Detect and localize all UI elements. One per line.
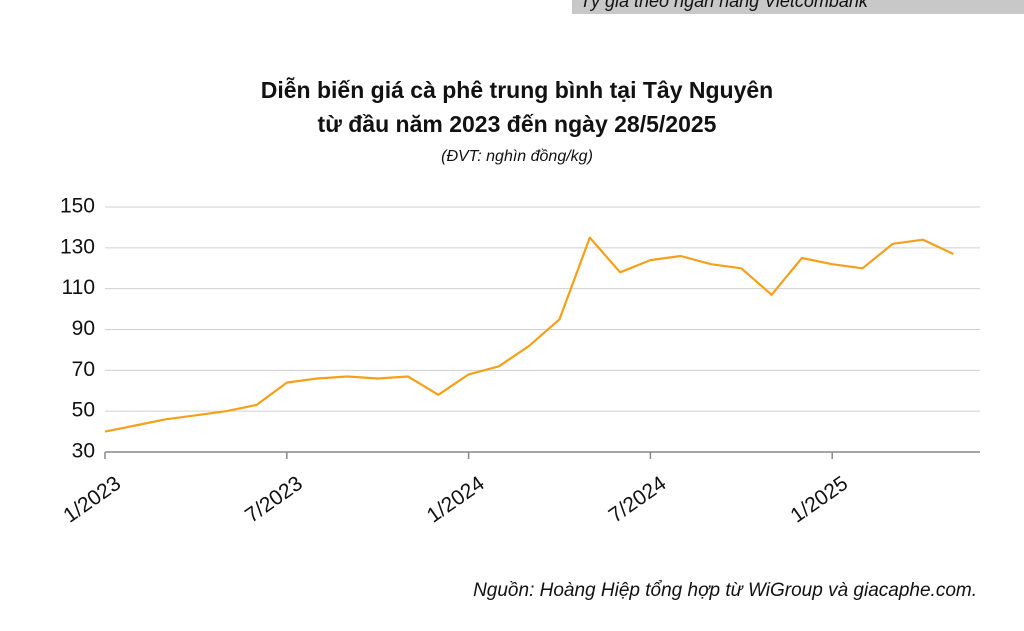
y-tick-label: 30 — [72, 440, 95, 463]
source: Nguồn: Hoàng Hiệp tổng hợp từ WiGroup và… — [473, 580, 977, 601]
chart-title: Diễn biến giá cà phê trung bình tại Tây … — [261, 76, 773, 103]
y-tick-label: 130 — [60, 235, 95, 258]
y-tick-label: 110 — [62, 276, 95, 299]
chart-subtitle: từ đầu năm 2023 đến ngày 28/5/2025 — [318, 111, 717, 137]
price-line — [104, 236, 954, 433]
x-tick-label: 1/2023 — [59, 472, 125, 528]
note-box — [572, 0, 1024, 14]
unit-note: (ĐVT: nghìn đồng/kg) — [441, 148, 593, 165]
y-tick-label: 150 — [60, 195, 95, 218]
y-tick-label: 50 — [72, 399, 95, 422]
x-tick-label: 1/2025 — [786, 472, 852, 528]
top-note: Tỷ giá theo ngân hàng Vietcombank — [580, 0, 869, 11]
x-tick-label: 1/2024 — [423, 472, 489, 528]
y-tick-label: 70 — [72, 358, 95, 381]
x-tick-label: 7/2024 — [605, 472, 671, 528]
x-tick-label: 7/2023 — [241, 472, 307, 528]
y-tick-label: 90 — [72, 317, 95, 340]
